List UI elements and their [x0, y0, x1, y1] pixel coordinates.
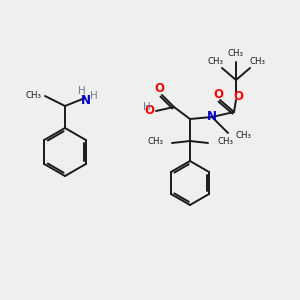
- Text: N: N: [81, 94, 91, 106]
- Text: O: O: [213, 88, 223, 100]
- Text: CH₃: CH₃: [235, 131, 251, 140]
- Text: CH₃: CH₃: [148, 137, 164, 146]
- Text: H: H: [78, 86, 86, 96]
- Text: H: H: [143, 102, 151, 112]
- Text: CH₃: CH₃: [228, 50, 244, 58]
- Text: CH₃: CH₃: [26, 91, 42, 100]
- Text: CH₃: CH₃: [250, 58, 266, 67]
- Text: CH₃: CH₃: [217, 137, 233, 146]
- Text: O: O: [144, 103, 154, 116]
- Text: O: O: [233, 91, 243, 103]
- Text: CH₃: CH₃: [208, 58, 224, 67]
- Text: O: O: [154, 82, 164, 95]
- Text: N: N: [207, 110, 217, 124]
- Text: H: H: [90, 91, 98, 101]
